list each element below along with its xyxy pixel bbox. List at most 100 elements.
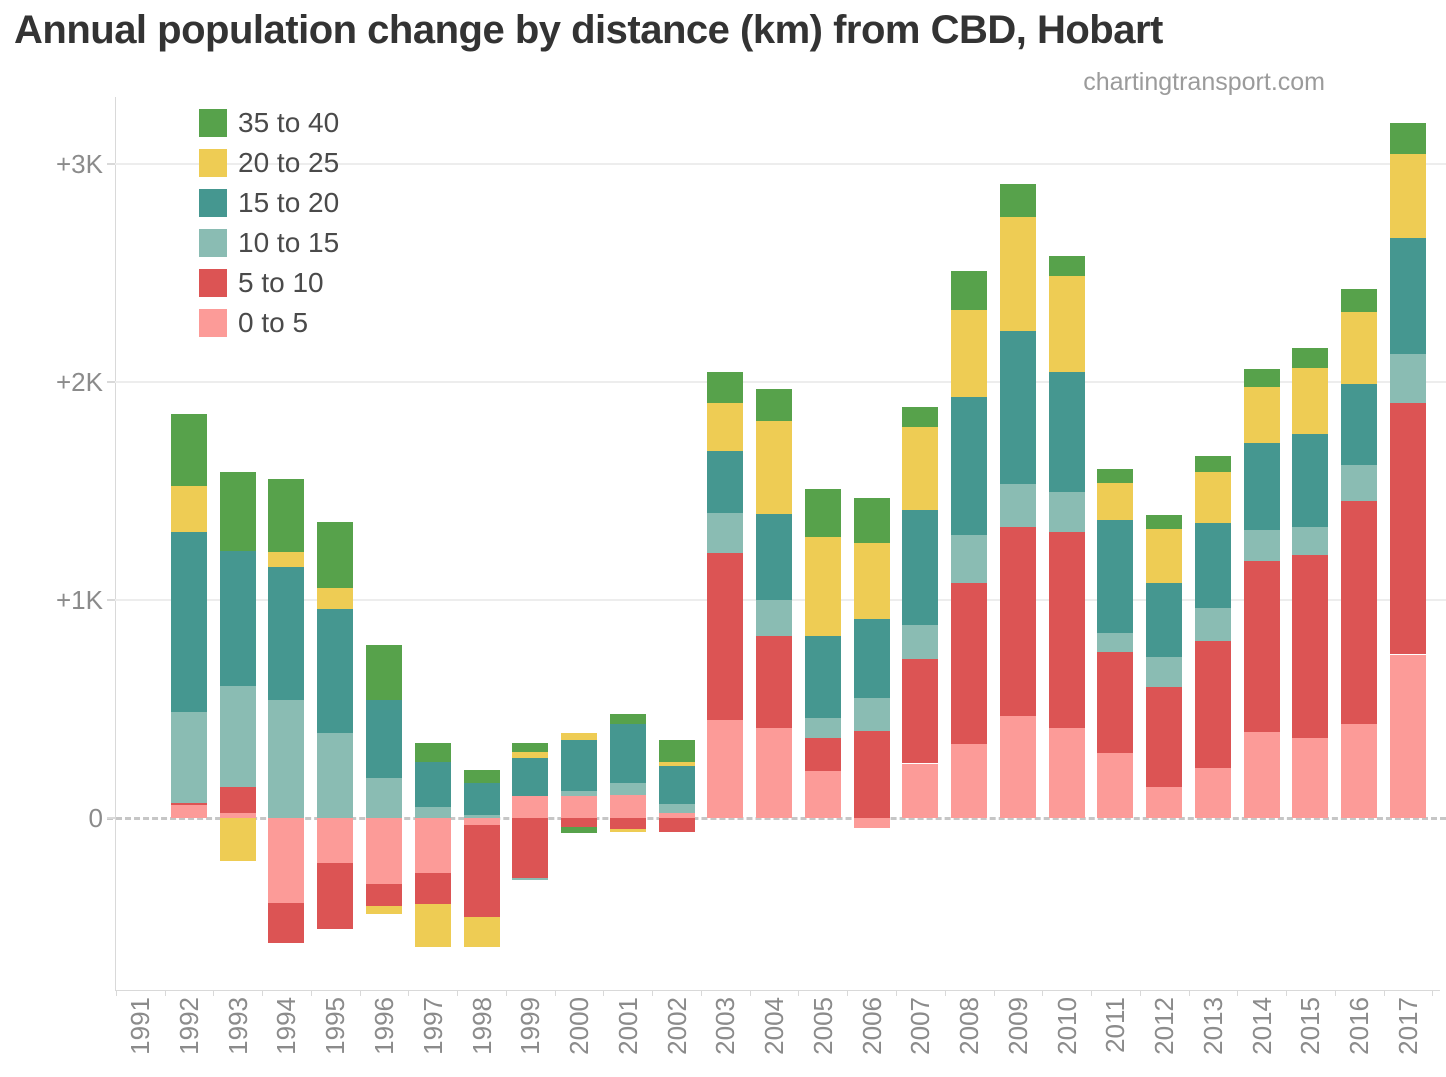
bar-segment-2010-15to20[interactable]: [1048, 372, 1085, 493]
bar-segment-2002-0to5[interactable]: [658, 812, 695, 818]
bar-segment-2017-10to15[interactable]: [1389, 353, 1426, 403]
bar-segment-2004-35to40[interactable]: [756, 388, 793, 422]
bar-segment-2005-20to25[interactable]: [804, 536, 841, 636]
bar-segment-1997-5to10[interactable]: [414, 872, 451, 905]
bar-segment-2007-0to5[interactable]: [902, 763, 939, 818]
bar-segment-2001-35to40[interactable]: [609, 714, 646, 725]
bar-segment-1995-35to40[interactable]: [317, 521, 354, 588]
bar-segment-1992-5to10[interactable]: [170, 802, 207, 805]
bar-segment-2000-20to25[interactable]: [561, 732, 598, 740]
bar-segment-1995-10to15[interactable]: [317, 732, 354, 818]
bar-segment-2002-35to40[interactable]: [658, 739, 695, 763]
bar-segment-2005-0to5[interactable]: [804, 771, 841, 818]
bar-segment-1998-20to25[interactable]: [463, 917, 500, 947]
bar-segment-2003-0to5[interactable]: [707, 719, 744, 818]
bar-segment-1996-20to25[interactable]: [366, 906, 402, 914]
bar-segment-2014-0to5[interactable]: [1243, 731, 1280, 818]
bar-segment-1992-0to5[interactable]: [170, 804, 207, 818]
bar-segment-2006-15to20[interactable]: [853, 618, 890, 699]
bar-segment-1992-20to25[interactable]: [170, 485, 207, 533]
bar-segment-2002-20to25[interactable]: [658, 762, 695, 766]
bar-segment-1999-5to10[interactable]: [512, 818, 549, 878]
legend-item-35to40[interactable]: 35 to 40: [199, 109, 339, 137]
bar-segment-2002-10to15[interactable]: [658, 803, 695, 813]
bar-segment-2011-20to25[interactable]: [1097, 483, 1134, 521]
bar-segment-2008-35to40[interactable]: [951, 270, 988, 311]
bar-segment-2015-10to15[interactable]: [1292, 526, 1329, 556]
bar-segment-2015-20to25[interactable]: [1292, 367, 1329, 435]
bar-segment-1993-10to15[interactable]: [219, 686, 256, 788]
bar-segment-2001-20to25[interactable]: [609, 828, 646, 833]
bar-segment-2015-5to10[interactable]: [1292, 555, 1329, 739]
bar-segment-1994-5to10[interactable]: [268, 903, 305, 944]
bar-segment-1993-35to40[interactable]: [219, 472, 256, 551]
bar-segment-2009-35to40[interactable]: [999, 183, 1036, 218]
bar-segment-2002-5to10[interactable]: [658, 818, 695, 833]
bar-segment-2013-35to40[interactable]: [1194, 456, 1231, 473]
bar-segment-2000-5to10[interactable]: [561, 818, 598, 827]
bar-segment-2005-15to20[interactable]: [804, 635, 841, 718]
bar-segment-2003-5to10[interactable]: [707, 553, 744, 720]
bar-segment-1994-10to15[interactable]: [268, 700, 305, 818]
bar-segment-2017-5to10[interactable]: [1389, 402, 1426, 655]
bar-segment-2014-20to25[interactable]: [1243, 387, 1280, 444]
bar-segment-2016-20to25[interactable]: [1341, 312, 1378, 385]
bar-segment-2014-35to40[interactable]: [1243, 368, 1280, 388]
bar-segment-2017-0to5[interactable]: [1389, 654, 1426, 818]
bar-segment-2010-35to40[interactable]: [1048, 255, 1085, 277]
bar-segment-2012-10to15[interactable]: [1146, 656, 1183, 688]
bar-segment-1993-20to25[interactable]: [219, 818, 256, 861]
bar-segment-1998-0to5[interactable]: [463, 818, 500, 825]
bar-segment-2009-5to10[interactable]: [999, 526, 1036, 716]
bar-segment-1993-5to10[interactable]: [219, 787, 256, 813]
bar-segment-1996-0to5[interactable]: [366, 818, 402, 885]
bar-segment-2012-5to10[interactable]: [1146, 687, 1183, 788]
bar-segment-2001-0to5[interactable]: [609, 795, 646, 818]
legend-item-15to20[interactable]: 15 to 20: [199, 189, 339, 217]
bar-segment-2005-5to10[interactable]: [804, 738, 841, 772]
legend-item-0to5[interactable]: 0 to 5: [199, 309, 339, 337]
bar-segment-2016-5to10[interactable]: [1341, 500, 1378, 725]
bar-segment-2013-15to20[interactable]: [1194, 522, 1231, 608]
bar-segment-1997-10to15[interactable]: [414, 807, 451, 818]
bar-segment-2016-35to40[interactable]: [1341, 289, 1378, 313]
bar-segment-1994-35to40[interactable]: [268, 479, 305, 553]
bar-segment-1996-10to15[interactable]: [366, 777, 402, 818]
bar-segment-2006-35to40[interactable]: [853, 497, 890, 544]
bar-segment-1997-0to5[interactable]: [414, 818, 451, 873]
bar-segment-1996-35to40[interactable]: [366, 644, 402, 701]
bar-segment-1994-0to5[interactable]: [268, 818, 305, 904]
bar-segment-1992-10to15[interactable]: [170, 712, 207, 803]
bar-segment-2014-5to10[interactable]: [1243, 560, 1280, 732]
bar-segment-2012-15to20[interactable]: [1146, 582, 1183, 657]
bar-segment-1994-20to25[interactable]: [268, 552, 305, 568]
bar-segment-2010-0to5[interactable]: [1048, 727, 1085, 818]
bar-segment-2004-5to10[interactable]: [756, 635, 793, 728]
bar-segment-1995-15to20[interactable]: [317, 608, 354, 733]
bar-segment-2011-15to20[interactable]: [1097, 520, 1134, 633]
bar-segment-2002-15to20[interactable]: [658, 765, 695, 804]
bar-segment-1999-20to25[interactable]: [512, 751, 549, 759]
bar-segment-2011-5to10[interactable]: [1097, 652, 1134, 753]
bar-segment-1996-5to10[interactable]: [366, 884, 402, 907]
bar-segment-2017-35to40[interactable]: [1389, 122, 1426, 155]
legend-item-5to10[interactable]: 5 to 10: [199, 269, 339, 297]
bar-segment-2017-15to20[interactable]: [1389, 238, 1426, 354]
bar-segment-1999-35to40[interactable]: [512, 742, 549, 752]
bar-segment-2009-20to25[interactable]: [999, 217, 1036, 331]
bar-segment-2014-15to20[interactable]: [1243, 443, 1280, 531]
bar-segment-2011-35to40[interactable]: [1097, 469, 1134, 484]
bar-segment-2009-15to20[interactable]: [999, 330, 1036, 485]
bar-segment-1996-15to20[interactable]: [366, 700, 402, 778]
legend-item-20to25[interactable]: 20 to 25: [199, 149, 339, 177]
bar-segment-1995-5to10[interactable]: [317, 862, 354, 930]
bar-segment-1993-15to20[interactable]: [219, 550, 256, 687]
bar-segment-2001-5to10[interactable]: [609, 818, 646, 829]
bar-segment-2013-0to5[interactable]: [1194, 767, 1231, 818]
bar-segment-2005-10to15[interactable]: [804, 717, 841, 739]
bar-segment-2011-0to5[interactable]: [1097, 752, 1134, 818]
bar-segment-1999-10to15[interactable]: [512, 877, 549, 881]
bar-segment-2012-35to40[interactable]: [1146, 514, 1183, 530]
bar-segment-2001-10to15[interactable]: [609, 783, 646, 796]
bar-segment-2012-0to5[interactable]: [1146, 787, 1183, 818]
